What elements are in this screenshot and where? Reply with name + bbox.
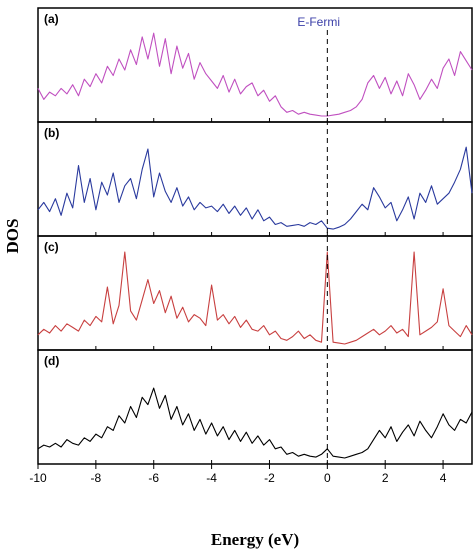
panel-c: (c) — [37, 235, 473, 351]
x-tick-label: -8 — [91, 471, 102, 485]
panel-frame — [37, 235, 473, 351]
x-tick-label: -10 — [29, 471, 47, 485]
panel-d: (d) — [37, 349, 473, 465]
panel-frame — [37, 121, 473, 237]
x-tick-label: -2 — [264, 471, 275, 485]
panel-a: (a) — [37, 7, 473, 123]
panel-frame — [37, 349, 473, 465]
x-tick-label: 0 — [324, 471, 331, 485]
x-tick-label: -6 — [148, 471, 159, 485]
x-tick-label: -4 — [206, 471, 217, 485]
x-axis: -10 -8 -6 -4 -2 0 2 4 — [29, 464, 447, 485]
dos-series-line — [37, 146, 473, 230]
panels-group: (a) (b) (c) (d) — [37, 7, 473, 465]
panel-frame — [37, 7, 473, 123]
y-axis-title: DOS — [3, 219, 22, 254]
panel-label: (a) — [44, 12, 59, 26]
fermi-label: E-Fermi — [297, 15, 340, 29]
x-tick-label: 4 — [440, 471, 447, 485]
panel-b: (b) — [37, 121, 473, 237]
x-axis-title: Energy (eV) — [211, 530, 299, 549]
x-tick-label: 2 — [382, 471, 389, 485]
dos-series-line — [37, 32, 473, 117]
dos-series-line — [37, 251, 473, 345]
panel-label: (c) — [44, 240, 59, 254]
panel-label: (d) — [44, 354, 59, 368]
panel-label: (b) — [44, 126, 59, 140]
dos-series-line — [37, 387, 473, 459]
